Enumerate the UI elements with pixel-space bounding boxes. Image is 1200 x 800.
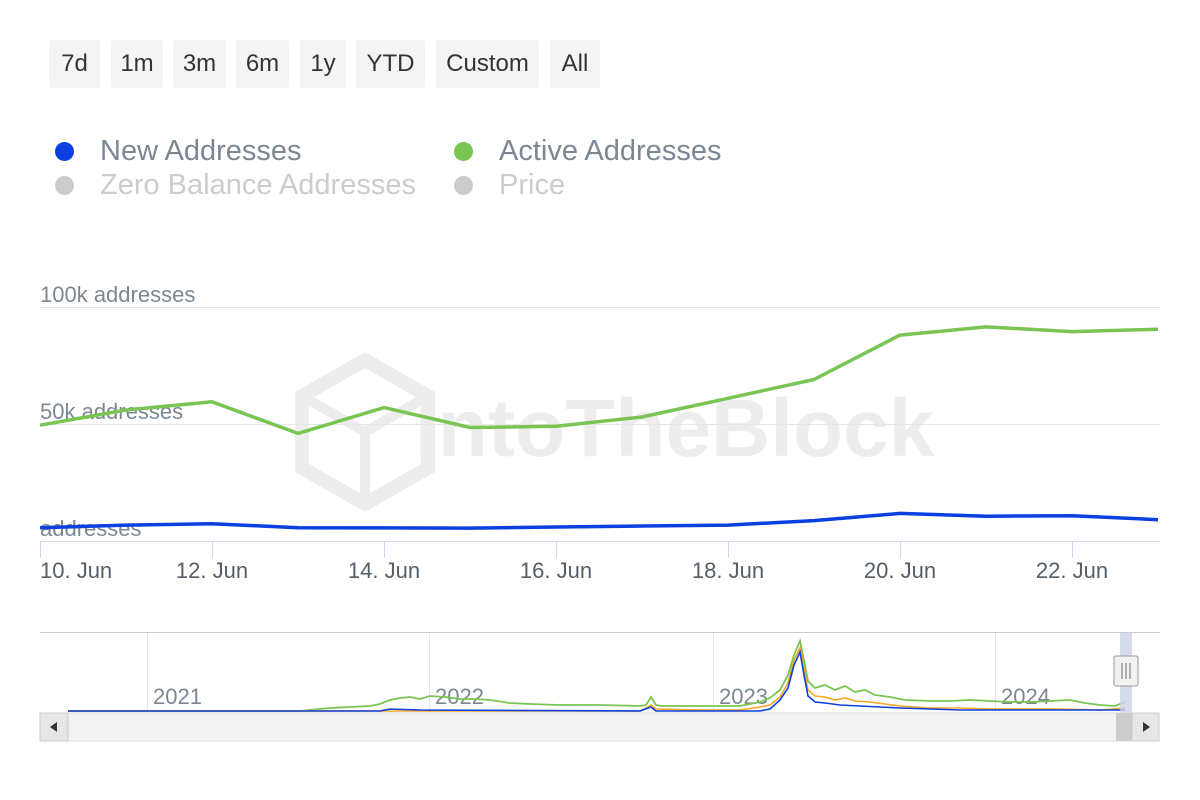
legend-label-zero-balance-addresses: Zero Balance Addresses bbox=[100, 169, 416, 201]
x-axis-ticks: 10. Jun 12. Jun 14. Jun 16. Jun 18. Jun 20. J… bbox=[40, 541, 1108, 583]
navigator-line-secondary bbox=[68, 645, 1126, 712]
navigator-handle[interactable] bbox=[1113, 655, 1139, 687]
range-6m-button[interactable]: 6m bbox=[236, 40, 289, 88]
scroll-right-arrow-icon bbox=[1143, 722, 1150, 732]
range-7d-button[interactable]: 7d bbox=[49, 40, 100, 88]
legend-marker-new-addresses bbox=[55, 142, 74, 161]
legend-label-active-addresses: Active Addresses bbox=[499, 135, 722, 167]
navigator-year-label: 2024 bbox=[1001, 684, 1050, 709]
navigator-scrollbar[interactable] bbox=[39, 712, 1160, 742]
series-line-active-addresses bbox=[39, 325, 1159, 436]
grid-lines bbox=[40, 307, 1160, 425]
scroll-left-arrow-icon bbox=[50, 722, 57, 732]
range-1y-button[interactable]: 1y bbox=[300, 40, 346, 88]
navigator-outline bbox=[40, 632, 1159, 713]
range-1m-button[interactable]: 1m bbox=[111, 40, 163, 88]
range-ytd-button[interactable]: YTD bbox=[356, 40, 425, 88]
x-tick-label: 20. Jun bbox=[864, 558, 936, 583]
scrollbar-thumb[interactable] bbox=[1116, 713, 1132, 741]
x-tick-label: 16. Jun bbox=[520, 558, 592, 583]
series-line-new-addresses bbox=[39, 511, 1159, 530]
range-all-button[interactable]: All bbox=[550, 40, 600, 88]
navigator-line-new-addresses bbox=[68, 649, 1125, 712]
x-tick-label: 12. Jun bbox=[176, 558, 248, 583]
range-3m-button[interactable]: 3m bbox=[173, 40, 226, 88]
legend-marker-price bbox=[454, 176, 473, 195]
navigator[interactable]: 2021 2022 2023 2024 bbox=[40, 632, 1160, 714]
range-custom-button[interactable]: Custom bbox=[436, 40, 539, 88]
plot-series bbox=[39, 325, 1159, 530]
x-tick-label: 22. Jun bbox=[1036, 558, 1108, 583]
navigator-line-active-addresses bbox=[68, 638, 1126, 712]
legend-label-new-addresses: New Addresses bbox=[100, 135, 302, 167]
navigator-year-label: 2021 bbox=[153, 684, 202, 709]
x-tick-label: 18. Jun bbox=[692, 558, 764, 583]
scrollbar-track[interactable] bbox=[39, 712, 1160, 742]
legend-marker-zero-balance-addresses bbox=[55, 176, 74, 195]
watermark: IntoTheBlock bbox=[295, 351, 935, 513]
x-tick-label: 10. Jun bbox=[40, 558, 112, 583]
navigator-series bbox=[68, 638, 1126, 712]
x-tick-label: 14. Jun bbox=[348, 558, 420, 583]
y-tick-label: 100k addresses bbox=[40, 282, 195, 307]
legend-marker-active-addresses bbox=[454, 142, 473, 161]
legend-label-price: Price bbox=[499, 169, 566, 201]
scroll-right-button[interactable] bbox=[1131, 712, 1160, 742]
